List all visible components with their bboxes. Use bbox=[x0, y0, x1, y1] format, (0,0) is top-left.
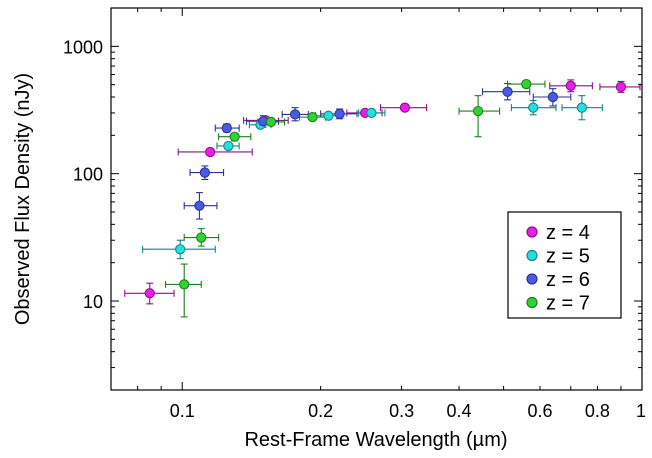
data-point bbox=[472, 105, 484, 117]
legend-label: z = 4 bbox=[546, 222, 590, 244]
x-tick-label: 1 bbox=[636, 401, 646, 421]
data-point bbox=[565, 80, 576, 91]
data-point bbox=[229, 131, 240, 142]
data-point bbox=[528, 102, 539, 113]
data-point bbox=[179, 279, 190, 290]
data-point bbox=[204, 146, 216, 158]
data-point bbox=[289, 109, 301, 120]
legend-marker bbox=[526, 249, 538, 262]
data-point bbox=[221, 122, 232, 134]
data-point bbox=[576, 102, 588, 113]
data-point bbox=[615, 81, 627, 93]
data-point bbox=[399, 102, 411, 113]
error-bar bbox=[458, 95, 501, 138]
error-bar bbox=[165, 263, 202, 318]
legend-marker bbox=[526, 273, 538, 285]
data-point bbox=[307, 111, 318, 123]
x-tick-label: 0.3 bbox=[389, 401, 414, 421]
x-tick-label: 0.2 bbox=[308, 401, 333, 421]
data-point bbox=[334, 108, 345, 119]
data-point bbox=[521, 78, 532, 90]
x-tick-label: 0.4 bbox=[447, 401, 472, 421]
data-point bbox=[502, 86, 513, 97]
x-tick-labels: 0.1 0.2 0.3 0.4 0.6 0.8 1 bbox=[170, 401, 646, 421]
legend-marker bbox=[526, 296, 538, 309]
data-point bbox=[144, 288, 155, 299]
x-axis-label: Rest-Frame Wavelength (µm) bbox=[244, 429, 507, 451]
y-axis-label: Observed Flux Density (nJy) bbox=[12, 73, 34, 325]
data-point bbox=[366, 107, 377, 119]
x-tick-label: 0.8 bbox=[585, 401, 610, 421]
y-tick-label: 1000 bbox=[63, 37, 103, 57]
legend-label: z = 6 bbox=[546, 269, 590, 291]
legend-box bbox=[507, 211, 622, 319]
data-point bbox=[196, 232, 207, 243]
data-point bbox=[265, 116, 277, 128]
axis-ticks bbox=[110, 7, 643, 391]
data-point bbox=[223, 140, 234, 152]
data-point bbox=[199, 167, 211, 178]
plot-frame bbox=[110, 7, 643, 391]
legend: z = 4z = 5z = 6z = 7 bbox=[507, 211, 622, 319]
legend-label: z = 7 bbox=[546, 293, 590, 315]
data-point bbox=[175, 244, 186, 255]
data-points bbox=[144, 78, 627, 299]
data-point bbox=[547, 91, 559, 103]
data-point bbox=[323, 110, 334, 121]
data-point bbox=[194, 200, 205, 211]
legend-label: z = 5 bbox=[546, 246, 590, 268]
x-tick-label: 0.6 bbox=[527, 401, 552, 421]
y-tick-label: 100 bbox=[73, 165, 103, 185]
x-tick-label: 0.1 bbox=[170, 401, 195, 421]
y-tick-labels: 10 100 1000 bbox=[63, 37, 103, 312]
y-tick-label: 10 bbox=[83, 292, 103, 312]
legend-marker bbox=[526, 226, 538, 238]
